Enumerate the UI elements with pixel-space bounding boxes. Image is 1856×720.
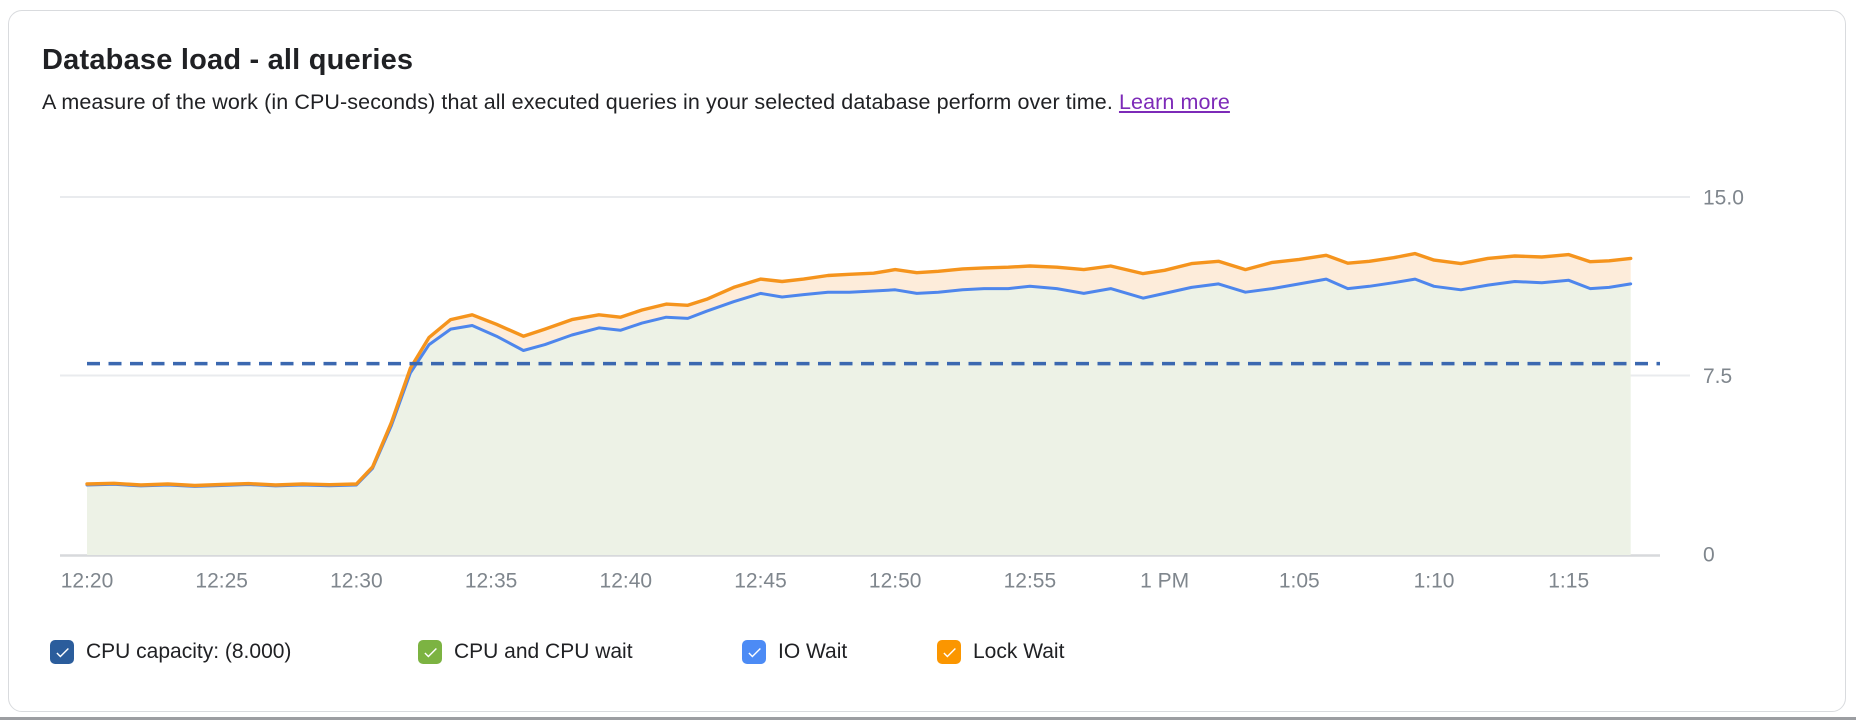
x-axis-label: 12:35: [465, 570, 518, 593]
chart-title: Database load - all queries: [42, 44, 414, 76]
legend-item-cpu-capacity[interactable]: CPU capacity: (8.000): [50, 639, 291, 665]
legend-item-label: CPU capacity: (8.000): [86, 640, 292, 663]
legend-item-label: Lock Wait: [973, 640, 1065, 663]
legend-item-label: IO Wait: [778, 640, 848, 663]
checked-checkbox-icon[interactable]: [50, 640, 74, 664]
x-axis-label: 12:40: [600, 570, 653, 593]
x-axis-label: 1 PM: [1140, 570, 1189, 593]
lock-wait-line: [85, 251, 1633, 488]
checked-checkbox-icon[interactable]: [742, 640, 766, 664]
x-axis-label: 12:50: [869, 570, 922, 593]
x-axis-label: 12:20: [61, 570, 114, 593]
y-axis-label: 7.5: [1703, 365, 1732, 388]
legend-item-label: CPU and CPU wait: [454, 640, 633, 663]
x-axis-label: 1:05: [1279, 570, 1320, 593]
chart-legend: CPU capacity: (8.000) CPU and CPU wait I…: [0, 639, 1856, 669]
x-axis-label: 1:15: [1548, 570, 1589, 593]
checked-checkbox-icon[interactable]: [937, 640, 961, 664]
legend-item-lock-wait[interactable]: Lock Wait: [937, 639, 1064, 665]
lock-wait-area-fill: [87, 253, 1631, 487]
x-axis-label: 1:10: [1414, 570, 1455, 593]
legend-item-io-wait[interactable]: IO Wait: [742, 639, 847, 665]
y-axis-label: 0: [1703, 544, 1715, 567]
chart-subtitle: A measure of the work (in CPU-seconds) t…: [42, 90, 1230, 115]
subtitle-text: A measure of the work (in CPU-seconds) t…: [42, 90, 1113, 114]
learn-more-link[interactable]: Learn more: [1118, 90, 1230, 114]
bottom-divider: [0, 717, 1856, 720]
x-axis-label: 12:55: [1004, 570, 1057, 593]
cpu-area-fill: [87, 279, 1631, 555]
x-axis-label: 12:30: [330, 570, 383, 593]
x-axis-label: 12:45: [734, 570, 787, 593]
checked-checkbox-icon[interactable]: [418, 640, 442, 664]
y-axis-label: 15.0: [1703, 187, 1744, 210]
x-axis-label: 12:25: [195, 570, 248, 593]
legend-item-cpu-and-cpu-wait[interactable]: CPU and CPU wait: [418, 639, 633, 665]
